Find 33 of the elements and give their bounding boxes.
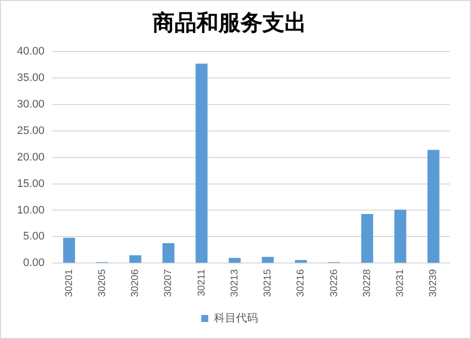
y-tick-label: 15.00 — [16, 178, 45, 190]
bar — [129, 255, 142, 263]
x-tick-label: 30228 — [362, 268, 373, 298]
x-tick-label: 30211 — [196, 268, 208, 296]
bar — [228, 258, 241, 263]
bar — [294, 260, 307, 263]
x-tick-label: 30239 — [428, 268, 440, 298]
y-tick-label: 40.00 — [16, 45, 45, 58]
legend-label: 科目代码 — [214, 311, 258, 324]
x-tick-label: 30216 — [296, 268, 307, 298]
x-tick-label: 30231 — [395, 268, 406, 298]
x-tick-label: 30206 — [130, 268, 142, 298]
y-tick-label: 30.00 — [16, 98, 45, 110]
x-tick-label: 30226 — [328, 268, 340, 298]
bar — [196, 64, 208, 263]
bar — [162, 243, 174, 263]
y-tick-label: 35.00 — [16, 72, 45, 84]
bar — [427, 150, 440, 263]
x-tick-label: 30213 — [229, 268, 240, 298]
y-tick-label: 10.00 — [16, 204, 45, 216]
x-tick-label: 30205 — [96, 268, 108, 298]
x-tick-label: 30201 — [64, 268, 75, 298]
y-tick-label: 20.00 — [16, 151, 45, 164]
x-tick-label: 30207 — [163, 268, 174, 298]
x-tick-label: 30215 — [262, 268, 274, 298]
bar — [63, 238, 76, 263]
bar — [394, 210, 406, 263]
chart-title: 商品和服务支出 — [152, 10, 306, 35]
y-tick-label: 0.00 — [23, 257, 45, 270]
y-tick-label: 25.00 — [16, 124, 45, 137]
bar — [361, 214, 374, 263]
bar — [262, 256, 274, 263]
y-tick-label: 5.00 — [23, 230, 45, 243]
